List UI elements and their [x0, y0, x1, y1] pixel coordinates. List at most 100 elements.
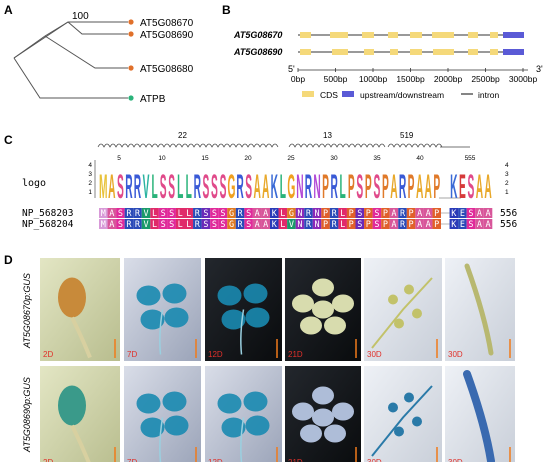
residue-letter: S	[246, 220, 251, 230]
flower-bud	[388, 402, 398, 413]
residue-letter: A	[477, 209, 482, 219]
day-label: 21D	[288, 350, 303, 359]
day-label: 2D	[43, 350, 53, 359]
residue-cell	[175, 208, 185, 218]
axis-tick-label: 1500bp	[396, 74, 425, 84]
leaf-label: AT5G08680	[140, 64, 194, 75]
residue-cell	[295, 208, 305, 218]
flower-bud	[388, 294, 398, 305]
residue-cell	[235, 208, 245, 218]
residue-cell	[227, 208, 236, 218]
helix-number-3: 519	[400, 131, 414, 140]
residue-cell	[261, 219, 270, 229]
residue-letter: R	[332, 209, 338, 219]
residue-letter: P	[349, 220, 354, 230]
residue-cell	[312, 208, 322, 218]
residue-letter: L	[340, 209, 345, 219]
residue-letter: P	[434, 209, 439, 219]
residue-cell	[116, 219, 125, 229]
logo-letter: P	[408, 168, 415, 206]
logo-letter: P	[348, 168, 355, 206]
position-numbers: 5 10 15 20 25 30 35 40 555	[117, 155, 476, 162]
residue-letter: P	[323, 220, 328, 230]
gus-image	[124, 366, 201, 462]
leaf-shape	[162, 391, 187, 412]
gene-label-1: AT5G08670	[233, 30, 282, 40]
residue-cell	[329, 208, 339, 218]
residue-cell	[321, 208, 330, 218]
flower-bud	[412, 308, 422, 319]
rosette-leaf	[312, 300, 334, 319]
logo-letter: L	[151, 168, 157, 206]
logo-letter: N	[313, 168, 320, 206]
logo-y-tick: 3	[88, 171, 92, 178]
cds-block	[433, 49, 454, 55]
residue-letter: S	[374, 209, 379, 219]
legend-cds-swatch	[302, 91, 314, 97]
residue-cell	[415, 219, 424, 229]
residue-letter: A	[255, 209, 260, 219]
residue-letter: L	[152, 220, 157, 230]
residue-cell	[381, 208, 390, 218]
residue-letter: K	[272, 209, 278, 219]
logo-letter: L	[177, 168, 183, 206]
logo-letter: G	[228, 168, 236, 206]
three-prime-label: 3'	[536, 64, 543, 74]
residue-letter: K	[272, 220, 278, 230]
residue-cell	[278, 219, 288, 229]
leaf-shape	[217, 285, 242, 306]
logo-letter: A	[424, 168, 431, 206]
leaf-shape	[243, 283, 268, 304]
residue-cell	[252, 219, 262, 229]
residue-cell	[449, 208, 459, 218]
seedling-root	[70, 424, 91, 462]
logo-y-tick: 2	[88, 180, 92, 187]
gus-image	[364, 366, 442, 462]
root-shape	[240, 417, 245, 462]
root-shape	[159, 417, 164, 462]
residue-letter: N	[314, 209, 319, 219]
leaf-shape	[164, 415, 189, 436]
logo-letter: S	[245, 168, 252, 206]
residue-letter: A	[255, 220, 260, 230]
residue-letter: R	[238, 209, 244, 219]
residue-cell	[304, 208, 313, 218]
residue-letter: M	[101, 220, 106, 230]
helix-coils	[97, 143, 470, 148]
logo-letter: M	[99, 168, 107, 206]
residue-cell	[244, 219, 253, 229]
logo-letter: A	[253, 168, 260, 206]
cds-block	[410, 49, 422, 55]
logo-letter: A	[484, 168, 491, 206]
axis-tick-label: 1000bp	[359, 74, 388, 84]
residue-letter: L	[340, 220, 345, 230]
position-number: 555	[465, 155, 476, 162]
residue-cell	[133, 219, 142, 229]
leaf-shape	[140, 309, 165, 330]
residue-cell	[346, 208, 356, 218]
residue-cell	[312, 219, 322, 229]
residue-letter: A	[109, 209, 114, 219]
gene-legend: CDS upstream/downstream intron	[302, 90, 500, 100]
residue-cell	[167, 208, 176, 218]
silique	[463, 370, 495, 462]
logo-letter: N	[296, 168, 303, 206]
logo-y-tick: 3	[505, 171, 509, 178]
residue-letter: P	[366, 220, 371, 230]
residue-letter: S	[118, 220, 123, 230]
residue-cell	[364, 208, 373, 218]
residue-cell	[150, 208, 159, 218]
residue-cell	[278, 208, 288, 218]
residue-letter: A	[417, 220, 422, 230]
day-label: 12D	[208, 458, 223, 462]
residue-cell	[475, 219, 484, 229]
sequence-rows: NP_568203 M A S R R V L S S L L R S S S G R S A A K L G N R N P R L P S…	[22, 208, 517, 230]
logo-letter: R	[134, 168, 141, 206]
residue-letter: G	[289, 209, 294, 219]
cds-block	[490, 32, 498, 38]
residue-cell	[483, 219, 493, 229]
residue-cell	[466, 219, 476, 229]
residue-letter: K	[451, 220, 457, 230]
position-number: 5	[117, 155, 121, 162]
cds-block	[300, 32, 311, 38]
